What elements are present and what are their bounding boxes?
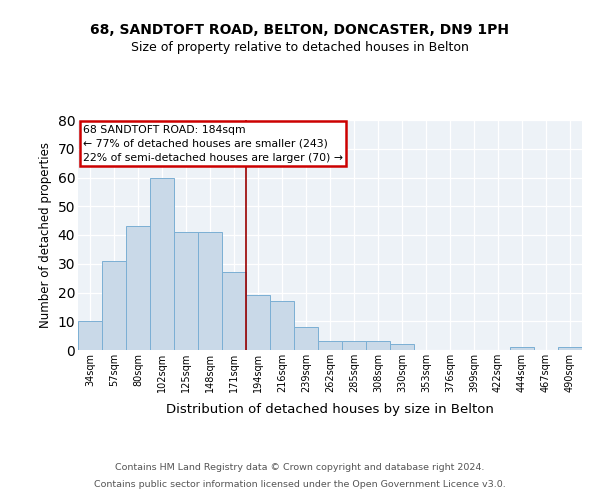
Text: Contains HM Land Registry data © Crown copyright and database right 2024.: Contains HM Land Registry data © Crown c… <box>115 464 485 472</box>
Bar <box>366 342 390 350</box>
Bar <box>510 347 534 350</box>
Bar <box>270 301 294 350</box>
Bar <box>78 322 102 350</box>
Text: 68 SANDTOFT ROAD: 184sqm
← 77% of detached houses are smaller (243)
22% of semi-: 68 SANDTOFT ROAD: 184sqm ← 77% of detach… <box>83 124 343 162</box>
Bar <box>222 272 246 350</box>
Y-axis label: Number of detached properties: Number of detached properties <box>39 142 52 328</box>
Text: Size of property relative to detached houses in Belton: Size of property relative to detached ho… <box>131 41 469 54</box>
Bar <box>102 261 126 350</box>
Bar <box>342 342 366 350</box>
Bar <box>246 296 270 350</box>
Bar <box>150 178 174 350</box>
Bar <box>558 347 582 350</box>
Bar <box>294 327 318 350</box>
Bar <box>390 344 414 350</box>
Bar <box>198 232 222 350</box>
Bar <box>174 232 198 350</box>
X-axis label: Distribution of detached houses by size in Belton: Distribution of detached houses by size … <box>166 404 494 416</box>
Bar <box>126 226 150 350</box>
Text: 68, SANDTOFT ROAD, BELTON, DONCASTER, DN9 1PH: 68, SANDTOFT ROAD, BELTON, DONCASTER, DN… <box>91 22 509 36</box>
Text: Contains public sector information licensed under the Open Government Licence v3: Contains public sector information licen… <box>94 480 506 489</box>
Bar <box>318 342 342 350</box>
